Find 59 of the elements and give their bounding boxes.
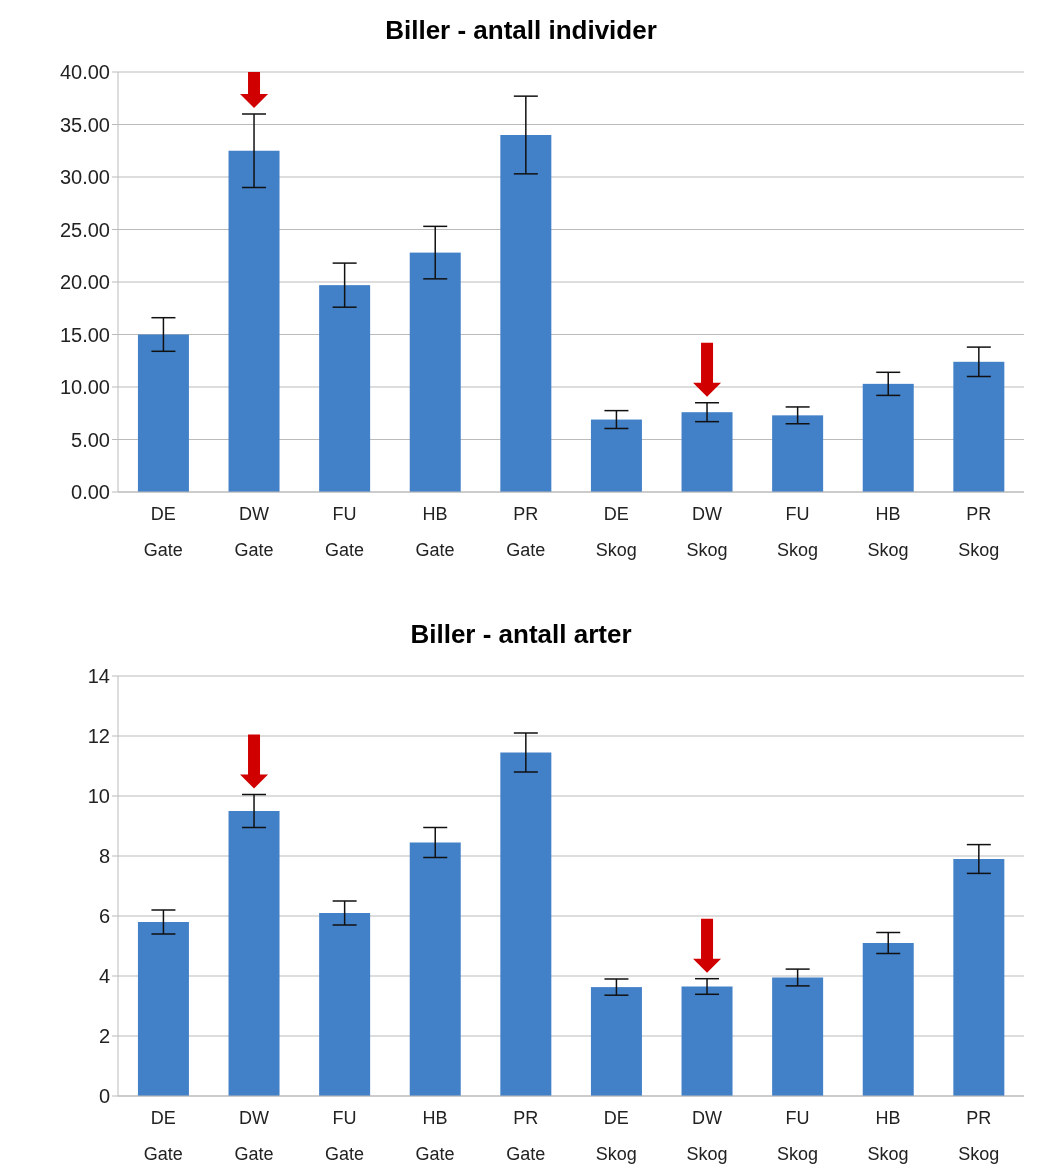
x-tick-label: DE Skog: [595, 1108, 637, 1164]
x-tick-label: HB Gate: [415, 504, 455, 560]
bar: [681, 986, 733, 1096]
y-tick-label: 8: [98, 845, 110, 868]
bar: [772, 977, 824, 1096]
bar: [137, 334, 189, 492]
y-tick-label: 20.00: [59, 271, 110, 294]
bar: [319, 285, 371, 492]
x-tick-label: PR Skog: [958, 1108, 1000, 1164]
bar: [772, 415, 824, 492]
x-tick-label: PR Gate: [506, 1108, 546, 1164]
y-tick-label: 0.00: [71, 481, 110, 504]
bar: [137, 922, 189, 1096]
y-tick-label: 10.00: [59, 376, 110, 399]
x-tick-label: DW Skog: [686, 1108, 728, 1164]
bar: [500, 752, 552, 1096]
y-tick-label: 12: [87, 725, 110, 748]
x-tick-label: HB Skog: [867, 1108, 909, 1164]
x-tick-label: FU Skog: [776, 1108, 819, 1164]
y-tick-label: 14: [87, 665, 110, 688]
bar: [681, 412, 733, 492]
bar: [953, 859, 1005, 1096]
y-tick-label: 25.00: [59, 218, 110, 241]
bar: [228, 811, 280, 1096]
bar: [409, 252, 461, 492]
bar: [862, 383, 914, 492]
y-tick-label: 40.00: [59, 61, 110, 84]
x-tick-label: DW Gate: [234, 1108, 274, 1164]
y-tick-label: 0: [98, 1085, 110, 1108]
x-tick-label: DE Gate: [143, 1108, 183, 1164]
chart-title: Biller - antall individer: [384, 14, 658, 47]
bar: [500, 135, 552, 492]
x-tick-label: HB Skog: [867, 504, 909, 560]
x-tick-label: PR Skog: [958, 504, 1000, 560]
y-tick-label: 35.00: [59, 113, 110, 136]
bar: [409, 842, 461, 1096]
y-tick-label: 30.00: [59, 166, 110, 189]
y-tick-label: 5.00: [71, 428, 110, 451]
bar: [862, 943, 914, 1096]
bar: [953, 361, 1005, 492]
bar: [228, 150, 280, 492]
y-tick-label: 2: [98, 1025, 110, 1048]
bar: [319, 913, 371, 1096]
x-tick-label: PR Gate: [506, 504, 546, 560]
y-tick-label: 10: [87, 785, 110, 808]
y-tick-label: 15.00: [59, 323, 110, 346]
x-tick-label: DE Gate: [143, 504, 183, 560]
x-tick-label: FU Skog: [776, 504, 819, 560]
x-tick-label: HB Gate: [415, 1108, 455, 1164]
bar: [590, 987, 642, 1096]
x-tick-label: FU Gate: [324, 1108, 365, 1164]
chart-title: Biller - antall arter: [409, 618, 633, 651]
x-tick-label: DW Gate: [234, 504, 274, 560]
y-tick-label: 4: [98, 965, 110, 988]
y-tick-label: 6: [98, 905, 110, 928]
x-tick-label: DW Skog: [686, 504, 728, 560]
bar: [590, 419, 642, 492]
x-tick-label: FU Gate: [324, 504, 365, 560]
x-tick-label: DE Skog: [595, 504, 637, 560]
